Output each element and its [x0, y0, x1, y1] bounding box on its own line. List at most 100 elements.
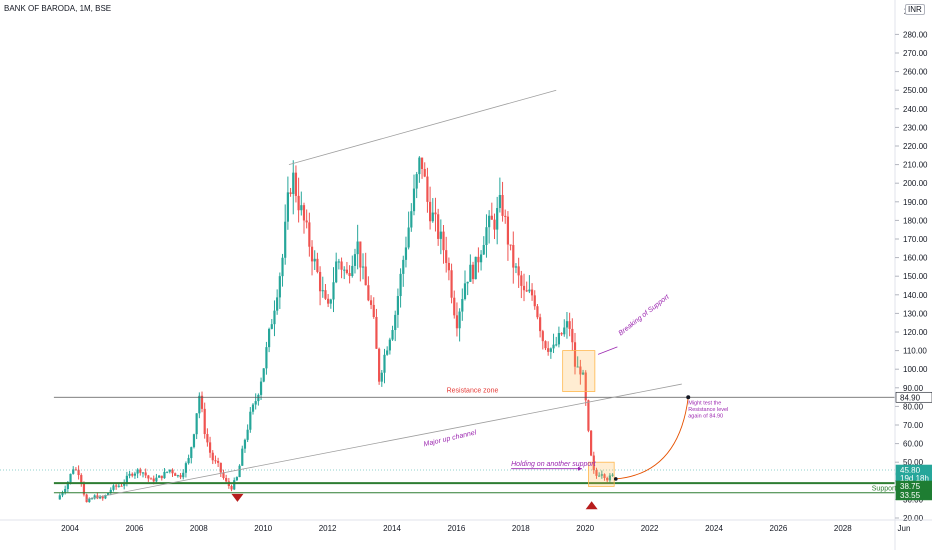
low-marker-arrow-2020 [585, 501, 598, 510]
y-tick-label: 200.00 [903, 179, 928, 188]
candle-body [340, 261, 343, 270]
candle-body [246, 429, 249, 440]
candle-body [257, 394, 260, 402]
candle-body [461, 299, 464, 312]
candle-body [429, 201, 432, 222]
candle-body [332, 282, 335, 300]
candle-body [426, 176, 429, 202]
price-label-box-5 [895, 489, 932, 501]
candle-body [182, 472, 185, 478]
candle-body [77, 469, 80, 476]
candle-body [72, 469, 75, 474]
projection-start-dot [613, 477, 618, 481]
candle-body [600, 474, 603, 476]
channel-lower-line [86, 383, 682, 500]
candle-body [157, 475, 161, 478]
support-area-label: Support area [872, 485, 913, 492]
candle-body [241, 448, 244, 466]
candle-body [453, 297, 456, 316]
candle-body [380, 372, 383, 382]
y-tick-label: 100.00 [903, 365, 928, 374]
candle-body [187, 458, 190, 464]
candle-body [300, 205, 303, 211]
candle-body [496, 208, 499, 230]
candle-body [141, 472, 145, 474]
candle-body [273, 310, 276, 325]
candle-body [514, 266, 518, 268]
y-tick-label: 190.00 [903, 198, 928, 207]
candle-body [482, 245, 485, 255]
candle-body [375, 316, 378, 349]
candle-body [251, 404, 255, 412]
candle-body [168, 469, 171, 472]
candle-body [445, 250, 448, 263]
candle-body [337, 261, 340, 263]
candle-body [522, 285, 526, 291]
candle-body [276, 297, 279, 311]
candle-body [581, 372, 585, 375]
candle-body [530, 289, 534, 296]
currency-button[interactable]: INR [905, 4, 925, 15]
candle-body [447, 262, 450, 271]
candle-body [471, 264, 475, 280]
candle-body [458, 311, 461, 329]
candle-body [474, 256, 477, 280]
candle-body [58, 495, 61, 500]
candle-body [372, 304, 375, 317]
candle-body [608, 475, 611, 481]
y-tick-label: 280.00 [903, 30, 928, 39]
y-tick-label: 90.00 [903, 384, 924, 393]
y-tick-label: 170.00 [903, 235, 928, 244]
candle-body [383, 354, 386, 373]
candle-body [324, 290, 327, 299]
x-tick-label: 2004 [61, 524, 79, 533]
candle-body [560, 333, 563, 335]
candle-body [525, 290, 528, 292]
y-tick-label: 140.00 [903, 291, 928, 300]
candle-body [544, 341, 547, 349]
candle-body [595, 470, 598, 476]
candle-body [399, 273, 402, 297]
candle-body [222, 472, 225, 479]
candle-body [117, 485, 120, 487]
candle-body [166, 471, 169, 473]
candle-body [225, 478, 228, 482]
candle-body [498, 195, 501, 209]
candle-body [80, 475, 83, 483]
candle-body [563, 327, 566, 335]
candle-body [128, 473, 131, 476]
candle-body [64, 489, 67, 493]
candle-body [378, 348, 381, 382]
x-tick-label: 2028 [834, 524, 852, 533]
candle-body [179, 475, 182, 478]
candle-body [557, 333, 561, 345]
candle-body [302, 205, 306, 221]
candle-body [198, 395, 201, 414]
y-tick-label: 20.00 [903, 514, 924, 523]
y-tick-label: 260.00 [903, 68, 928, 77]
candle-body [313, 258, 316, 262]
candle-body [420, 157, 424, 169]
candle-body [592, 455, 595, 471]
candle-body [184, 463, 188, 473]
candle-body [208, 442, 212, 453]
candle-body [163, 471, 166, 479]
candle-body [147, 475, 150, 479]
candle-body [101, 496, 104, 499]
y-tick-label: 180.00 [903, 216, 928, 225]
candle-body [305, 220, 308, 223]
candle-body [391, 330, 394, 340]
candle-body [160, 475, 163, 479]
candle-body [469, 264, 472, 282]
candle-body [463, 283, 467, 300]
projection-note-line-1: Might test the [688, 401, 721, 407]
candle-body [437, 214, 440, 239]
y-tick-label: 240.00 [903, 105, 928, 114]
y-tick-label: 230.00 [903, 123, 928, 132]
candle-body [316, 258, 319, 272]
candle-body [402, 259, 405, 274]
candle-body [200, 395, 204, 409]
candle-body [565, 321, 569, 328]
